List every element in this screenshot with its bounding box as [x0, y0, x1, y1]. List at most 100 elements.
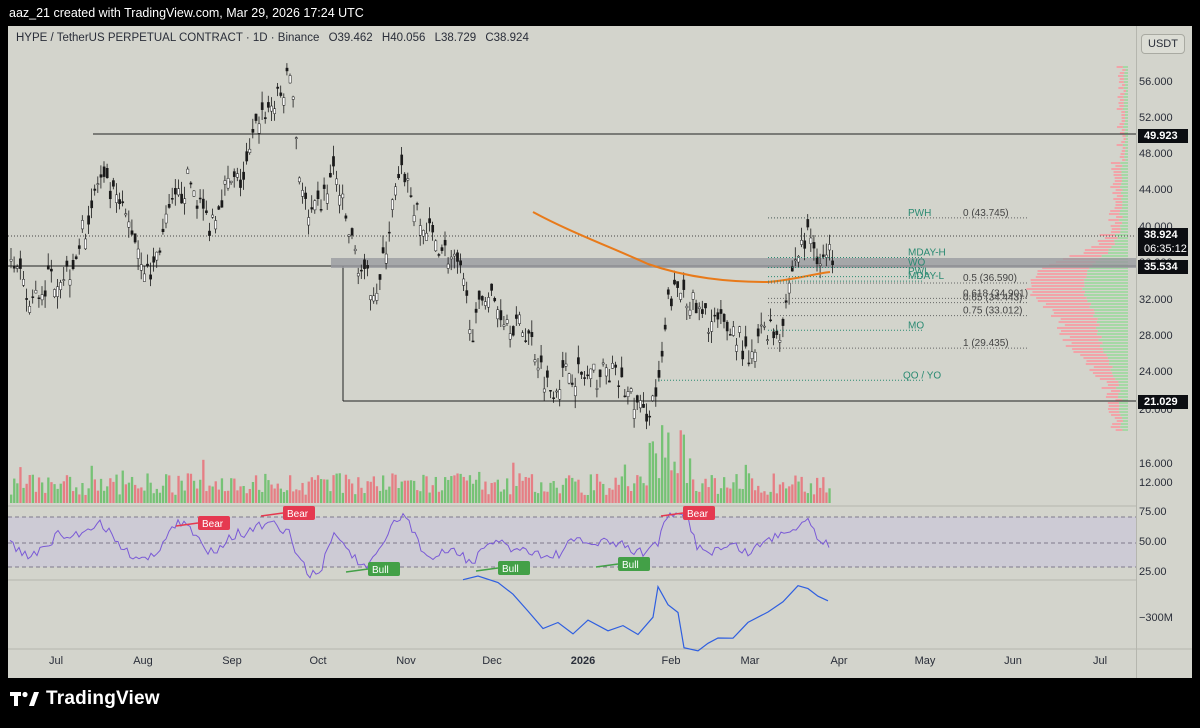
volume-profile-buy — [1125, 147, 1128, 149]
volume-bar — [282, 491, 286, 503]
volume-profile-buy — [1123, 87, 1128, 89]
volume-profile-buy — [1124, 111, 1128, 113]
volume-bar — [137, 488, 140, 503]
price-tick-label: 32.000 — [1139, 294, 1173, 306]
fib-label: 0.75 (33.012) — [963, 306, 1023, 317]
volume-profile-sell — [1115, 189, 1123, 191]
candle — [325, 193, 329, 204]
volume-profile-sell — [1114, 177, 1123, 179]
candle — [229, 180, 233, 183]
volume-profile-sell — [1114, 207, 1122, 209]
volume-profile-sell — [1110, 186, 1121, 188]
volume-bar — [397, 488, 400, 503]
volume-profile-sell — [1119, 105, 1125, 107]
price-tick-label: 52.000 — [1139, 112, 1173, 124]
volume-profile-sell — [1053, 312, 1095, 314]
price-axis[interactable] — [1136, 26, 1193, 678]
candle — [397, 173, 400, 178]
candle — [564, 363, 568, 367]
volume-bar — [549, 482, 552, 503]
candle — [595, 388, 599, 390]
volume-bar — [568, 475, 571, 503]
candle — [688, 309, 692, 316]
candle — [453, 253, 456, 257]
symbol-name[interactable]: HYPE / TetherUS PERPETUAL CONTRACT · 1D … — [16, 32, 320, 44]
volume-bar — [121, 470, 124, 503]
candle — [232, 171, 236, 177]
volume-profile-buy — [1101, 336, 1128, 338]
candle — [319, 209, 323, 211]
volume-bar — [710, 475, 713, 503]
volume-profile-buy — [1122, 189, 1128, 191]
volume-bar — [766, 494, 769, 503]
volume-profile-buy — [1123, 102, 1128, 104]
volume-profile-buy — [1125, 69, 1128, 71]
volume-profile-buy — [1118, 396, 1128, 398]
time-tick-label: Mar — [740, 655, 760, 667]
ohlc-close: C38.924 — [485, 32, 529, 44]
candle — [673, 279, 676, 285]
candle — [775, 330, 779, 335]
footer-brand[interactable]: TradingView — [10, 688, 160, 710]
candle — [353, 248, 357, 251]
volume-bar — [729, 488, 732, 503]
volume-bar — [515, 485, 518, 503]
candle — [611, 363, 614, 369]
volume-bar — [695, 490, 698, 503]
rsi-line — [9, 512, 830, 579]
volume-bar — [276, 483, 279, 503]
candle — [418, 225, 422, 236]
volume-profile-buy — [1085, 291, 1128, 293]
candle — [555, 390, 559, 393]
candle — [211, 214, 214, 218]
candle — [133, 233, 137, 243]
volume-profile-buy — [1118, 381, 1128, 383]
volume-profile-sell — [1116, 420, 1123, 422]
volume-profile-sell — [1050, 315, 1094, 317]
candle — [217, 206, 221, 210]
currency-button[interactable]: USDT — [1141, 34, 1185, 54]
volume-profile-buy — [1111, 246, 1128, 248]
volume-bar — [447, 479, 450, 503]
candle — [403, 173, 407, 183]
rsi-signal-line — [475, 567, 499, 572]
fib-label: 0.65 (34.443) — [963, 293, 1023, 304]
volume-profile-buy — [1118, 393, 1128, 395]
rsi-tick-label: 25.00 — [1139, 566, 1167, 578]
volume-profile-sell — [1114, 180, 1123, 182]
volume-bar — [558, 493, 561, 503]
volume-profile-buy — [1121, 183, 1128, 185]
volume-profile-sell — [1112, 423, 1121, 425]
chart-frame[interactable]: PWH MDAY-H WO PWL MDAY-L MO QO / YO 0 (43.745) 0… — [8, 26, 1192, 678]
candle — [257, 123, 261, 134]
candle — [552, 397, 555, 399]
volume-profile-sell — [1045, 303, 1092, 305]
candle — [809, 237, 813, 244]
candle — [533, 359, 537, 363]
volume-profile-sell — [1119, 132, 1125, 134]
candle — [722, 314, 726, 322]
candle — [177, 188, 180, 196]
volume-profile-sell — [1119, 99, 1125, 101]
volume-profile-buy — [1082, 288, 1128, 290]
volume-bar — [698, 491, 701, 503]
volume-profile-buy — [1122, 222, 1128, 224]
candle — [632, 409, 636, 419]
candle — [536, 367, 540, 371]
candle — [375, 293, 379, 301]
symbol-info: HYPE / TetherUS PERPETUAL CONTRACT · 1D … — [16, 32, 529, 44]
volume-profile-buy — [1126, 90, 1128, 92]
volume-bar — [208, 485, 211, 503]
candle — [313, 200, 317, 211]
volume-profile-sell — [1084, 249, 1109, 251]
volume-bar — [484, 481, 487, 503]
volume-bar — [292, 491, 295, 503]
volume-bar — [794, 475, 797, 503]
volume-bar — [812, 494, 816, 503]
volume-bar — [158, 492, 162, 503]
volume-profile-sell — [1115, 201, 1123, 203]
volume-bar — [440, 490, 444, 503]
candle — [446, 263, 450, 269]
candle — [15, 266, 19, 269]
